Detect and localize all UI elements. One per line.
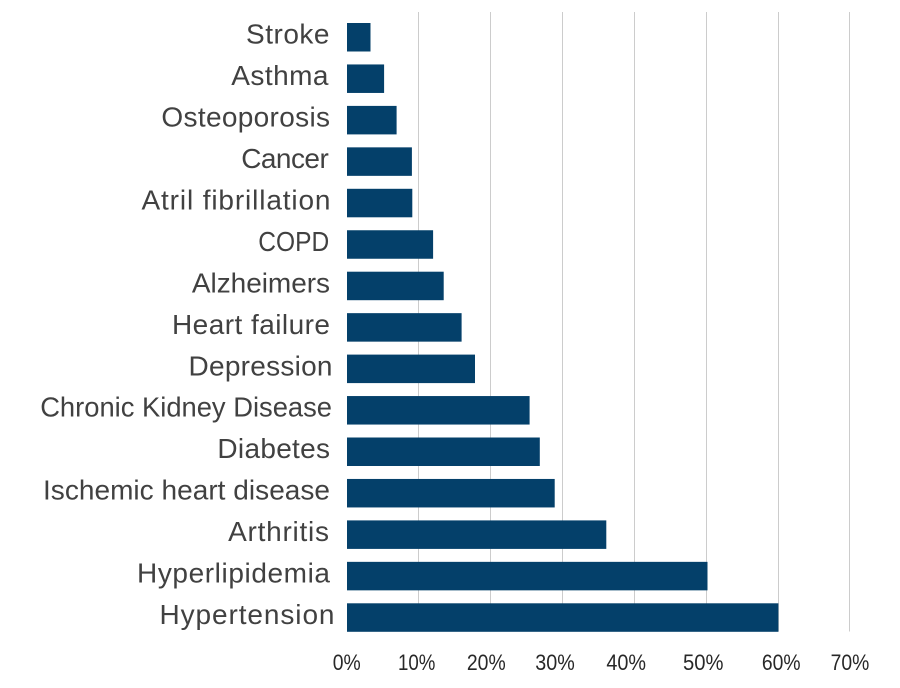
svg-text:Osteoporosis: Osteoporosis	[161, 102, 330, 133]
svg-text:Chronic Kidney Disease: Chronic Kidney Disease	[40, 392, 332, 423]
svg-text:30%: 30%	[535, 650, 575, 675]
svg-text:70%: 70%	[831, 650, 870, 675]
svg-text:Diabetes: Diabetes	[217, 433, 330, 464]
svg-text:Atril fibrillation: Atril fibrillation	[142, 184, 331, 215]
svg-text:10%: 10%	[398, 650, 435, 675]
svg-text:Depression: Depression	[189, 350, 333, 381]
svg-text:Stroke: Stroke	[246, 19, 330, 50]
svg-text:Asthma: Asthma	[231, 60, 329, 91]
svg-text:Hypertension: Hypertension	[160, 599, 335, 630]
svg-text:Arthritis: Arthritis	[228, 516, 329, 547]
svg-text:50%: 50%	[683, 650, 724, 675]
svg-text:40%: 40%	[606, 650, 646, 675]
svg-text:20%: 20%	[467, 650, 506, 675]
svg-text:Alzheimers: Alzheimers	[192, 267, 330, 298]
svg-text:Heart failure: Heart failure	[172, 309, 330, 340]
svg-text:0%: 0%	[333, 650, 361, 675]
svg-text:COPD: COPD	[258, 226, 329, 257]
svg-text:Cancer: Cancer	[241, 143, 329, 174]
svg-text:60%: 60%	[762, 650, 801, 675]
svg-text:Ischemic heart disease: Ischemic heart disease	[43, 475, 330, 506]
svg-text:Hyperlipidemia: Hyperlipidemia	[137, 558, 330, 589]
